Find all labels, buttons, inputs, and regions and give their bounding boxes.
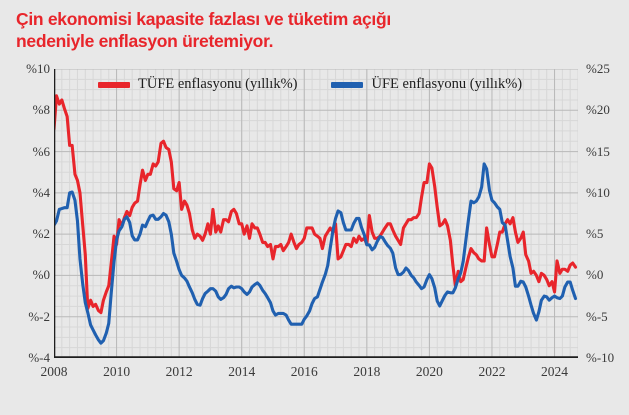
- x-tick: 2024: [541, 364, 569, 379]
- x-tick: 2020: [415, 364, 443, 379]
- y-tick-right: %15: [586, 143, 610, 159]
- legend-item-ufe: ÜFE enflasyonu (yıllık%): [331, 76, 522, 93]
- y-tick-left: %6: [32, 143, 50, 159]
- y-tick-left: %0: [32, 267, 50, 283]
- y-tick-left: %-2: [28, 308, 50, 324]
- x-tick: 2008: [40, 364, 68, 379]
- line-swatch-icon-tufe: [98, 81, 130, 88]
- line-swatch-icon-ufe: [331, 81, 364, 88]
- y-tick-left: %-4: [28, 350, 50, 365]
- y-tick-right: %10: [586, 184, 610, 200]
- y-tick-right: %0: [586, 267, 604, 283]
- legend-label-tufe: TÜFE enflasyonu (yıllık%): [138, 76, 298, 92]
- y-tick-left: %8: [32, 102, 50, 118]
- chart-legend: TÜFE enflasyonu (yıllık%) ÜFE enflasyonu…: [98, 76, 522, 93]
- grid-minor: [54, 69, 578, 358]
- legend-label-ufe: ÜFE enflasyonu (yıllık%): [371, 76, 523, 92]
- y-tick-right: %5: [586, 226, 604, 242]
- chart-title-line-1: Çin ekonomisi kapasite fazlası ve tüketi…: [16, 9, 391, 29]
- y-tick-left: %10: [26, 61, 50, 76]
- series-layer: [54, 94, 578, 345]
- x-tick: 2014: [228, 364, 256, 379]
- y-axis-right: %25 %20 %15 %10 %5 %0 %-5 %-10: [582, 0, 629, 415]
- plot-area: [54, 69, 578, 358]
- y-tick-left: %2: [32, 226, 50, 242]
- x-axis: 2008 2010 2012 2014 2016 2018 2020 2022 2024: [0, 362, 629, 390]
- plot-frame: [54, 69, 578, 358]
- x-tick: 2010: [103, 364, 131, 379]
- chart-canvas: [54, 69, 578, 358]
- chart-title-line-2: nedeniyle enflasyon üretemiyor.: [16, 31, 274, 51]
- x-tick: 2022: [478, 364, 506, 379]
- y-tick-right: %25: [586, 61, 610, 76]
- y-tick-right: %20: [586, 102, 610, 118]
- chart-title: Çin ekonomisi kapasite fazlası ve tüketi…: [16, 8, 516, 52]
- x-tick: 2012: [165, 364, 193, 379]
- y-tick-right: %-5: [586, 308, 608, 324]
- legend-item-tufe: TÜFE enflasyonu (yıllık%): [98, 76, 297, 93]
- y-axis-left: %10 %8 %6 %4 %2 %0 %-2 %-4: [0, 0, 50, 415]
- y-tick-left: %4: [32, 184, 50, 200]
- x-tick: 2018: [353, 364, 381, 379]
- y-tick-right: %-10: [586, 350, 615, 365]
- x-tick: 2016: [290, 364, 318, 379]
